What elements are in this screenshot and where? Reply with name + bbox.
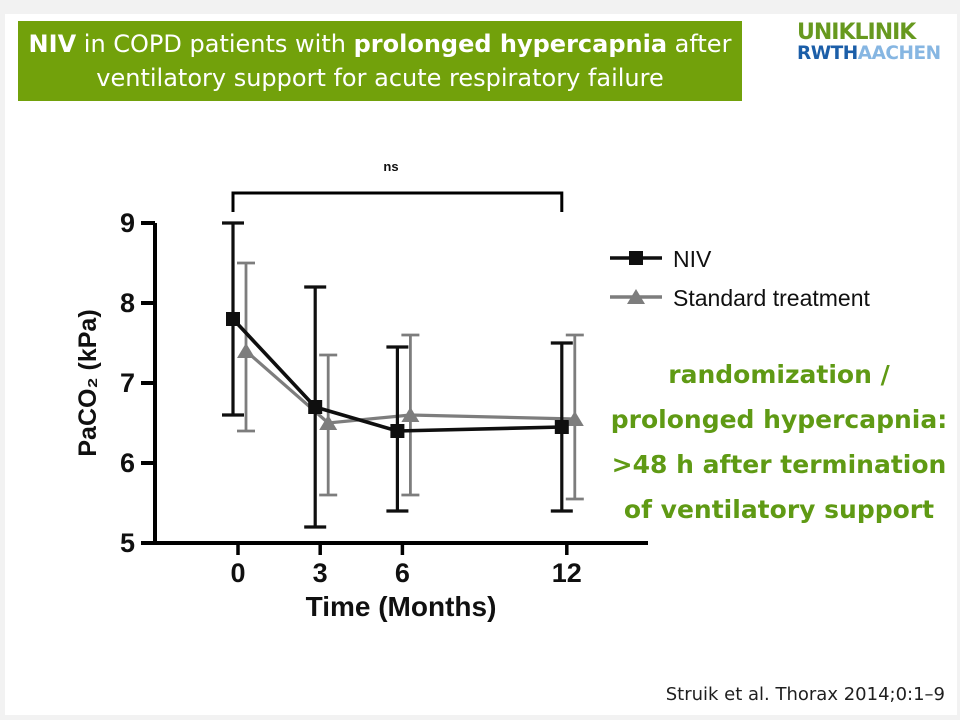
logo-uniklinik-text: UNIKLINIK xyxy=(797,20,916,45)
paco2-line-chart: 5 6 7 8 9 0 3 6 12 Time (Months) PaCO₂ (kPa) ns NIV S… xyxy=(74,159,871,622)
title-segment: prolonged hypercapnia xyxy=(353,30,668,58)
slide-header: NIV in COPD patients with prolonged hype… xyxy=(18,21,742,101)
note-line: randomization / xyxy=(668,360,890,389)
y-tick-label: 9 xyxy=(120,208,135,238)
note-line: of ventilatory support xyxy=(623,495,935,524)
legend-label: Standard treatment xyxy=(673,285,871,311)
title-line-1: NIV in COPD patients with prolonged hype… xyxy=(18,32,742,56)
x-axis-label: Time (Months) xyxy=(306,591,497,622)
x-tick-label: 12 xyxy=(552,558,582,588)
significance-label: ns xyxy=(383,159,398,174)
title-segment: NIV xyxy=(28,30,77,58)
title-line-2: ventilatory support for acute respirator… xyxy=(18,66,742,90)
marker-triangle xyxy=(565,411,584,426)
x-tick-label: 6 xyxy=(395,558,410,588)
marker-square xyxy=(554,420,569,434)
randomization-note: randomization / prolonged hypercapnia: >… xyxy=(600,352,958,532)
legend-marker-square xyxy=(629,251,643,265)
legend-label: NIV xyxy=(673,246,712,272)
x-tick-label: 3 xyxy=(313,558,328,588)
y-tick-label: 5 xyxy=(120,528,135,558)
title-segment: in COPD patients with xyxy=(76,30,354,58)
note-line: prolonged hypercapnia: xyxy=(610,405,948,434)
title-segment: after xyxy=(667,30,732,58)
title-segment: ventilatory support for acute respirator… xyxy=(96,64,664,92)
canvas-edge-right xyxy=(957,0,960,720)
citation: Struik et al. Thorax 2014;0:1–9 xyxy=(665,684,945,705)
marker-triangle xyxy=(237,343,255,358)
note-line: >48 h after termination xyxy=(611,450,947,479)
logo-rwth-segment: RWTH xyxy=(797,43,858,64)
y-tick-label: 6 xyxy=(120,448,135,478)
marker-square xyxy=(226,312,240,326)
canvas-edge-left xyxy=(0,0,5,720)
marker-square xyxy=(308,400,323,414)
marker-square xyxy=(390,424,405,438)
y-tick-label: 7 xyxy=(120,368,135,398)
series-line-1 xyxy=(244,349,575,425)
significance-bracket xyxy=(231,191,564,212)
series-line-0 xyxy=(231,317,562,433)
y-tick-label: 8 xyxy=(120,288,135,318)
marker-triangle xyxy=(319,415,338,430)
marker-triangle xyxy=(401,407,420,422)
y-axis-label: PaCO₂ (kPa) xyxy=(74,309,102,456)
legend-marker-triangle xyxy=(627,289,645,304)
uniklinik-rwth-aachen-logo: UNIKLINIK RWTHAACHEN xyxy=(797,22,941,64)
canvas-edge-bottom xyxy=(0,715,960,720)
logo-rwth-aachen-text: RWTHAACHEN xyxy=(797,43,941,64)
x-tick-label: 0 xyxy=(230,558,245,588)
logo-aachen-segment: AACHEN xyxy=(857,43,941,64)
canvas-edge-top xyxy=(0,0,960,14)
